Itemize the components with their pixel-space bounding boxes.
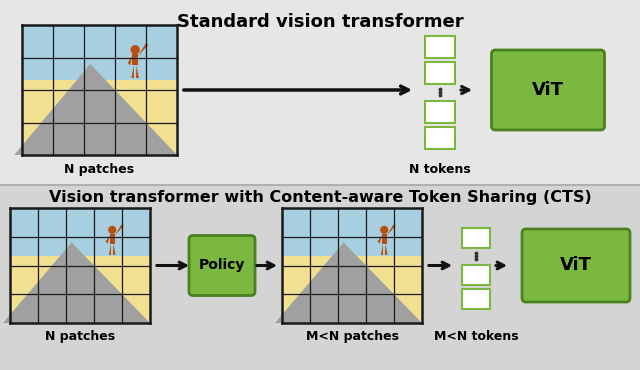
Bar: [282, 256, 422, 323]
Polygon shape: [109, 244, 111, 255]
Text: M<N patches: M<N patches: [305, 330, 399, 343]
FancyBboxPatch shape: [522, 229, 630, 302]
Bar: [462, 228, 490, 248]
Bar: [10, 256, 150, 323]
Bar: [462, 265, 490, 285]
Polygon shape: [131, 65, 134, 78]
Polygon shape: [381, 244, 383, 255]
Ellipse shape: [380, 226, 388, 234]
Bar: [425, 101, 455, 123]
FancyBboxPatch shape: [189, 235, 255, 296]
Bar: [0, 185, 640, 370]
Text: Standard vision transformer: Standard vision transformer: [177, 13, 463, 31]
Polygon shape: [385, 244, 388, 255]
Polygon shape: [127, 56, 132, 65]
Polygon shape: [113, 244, 116, 255]
Bar: [462, 289, 490, 309]
Bar: [425, 127, 455, 149]
Bar: [132, 54, 138, 65]
Ellipse shape: [131, 45, 140, 54]
Text: M<N tokens: M<N tokens: [434, 330, 518, 343]
Polygon shape: [14, 64, 177, 155]
Bar: [22, 80, 177, 155]
Text: N tokens: N tokens: [409, 163, 471, 176]
Ellipse shape: [108, 226, 116, 234]
Bar: [10, 208, 150, 323]
FancyBboxPatch shape: [492, 50, 605, 130]
Polygon shape: [106, 235, 110, 244]
Bar: [0, 0, 640, 185]
Text: ViT: ViT: [532, 81, 564, 99]
Polygon shape: [138, 43, 148, 56]
Bar: [282, 208, 422, 323]
Bar: [382, 234, 387, 244]
Bar: [425, 62, 455, 84]
Polygon shape: [378, 235, 382, 244]
Polygon shape: [275, 242, 422, 323]
Polygon shape: [387, 224, 396, 235]
Polygon shape: [3, 242, 150, 323]
Text: Vision transformer with Content-aware Token Sharing (CTS): Vision transformer with Content-aware To…: [49, 190, 591, 205]
Bar: [425, 36, 455, 58]
Polygon shape: [136, 65, 139, 78]
Text: Policy: Policy: [199, 259, 245, 272]
Text: N patches: N patches: [65, 163, 134, 176]
Polygon shape: [115, 224, 124, 235]
Text: ViT: ViT: [560, 256, 592, 275]
Text: N patches: N patches: [45, 330, 115, 343]
Bar: [22, 25, 177, 155]
Bar: [110, 234, 115, 244]
